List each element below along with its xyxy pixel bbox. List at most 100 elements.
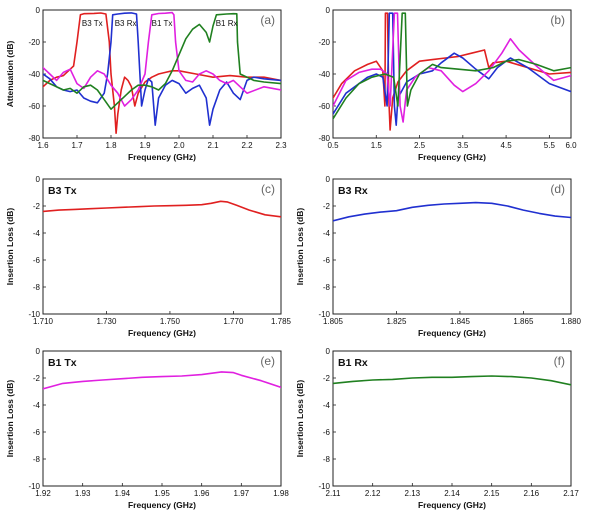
x-axis-title: Frequency (GHz)	[128, 500, 196, 510]
y-tick-label: 0	[36, 6, 41, 15]
y-tick-label: -2	[323, 374, 331, 383]
y-tick-label: -60	[318, 102, 330, 111]
x-axis-title: Frequency (GHz)	[418, 500, 486, 510]
y-tick-label: 0	[36, 347, 41, 356]
plot-frame	[332, 178, 572, 315]
x-tick-label: 2.12	[365, 489, 381, 498]
panel-a: 1.6 1.7 1.8 1.9 2.0 2.1 2.2 2.3 0 -20 -40 -60 -80 Fre…	[5, 6, 287, 162]
x-tick-label: 1.5	[371, 141, 383, 150]
panel-f: 2.11 2.12 2.13 2.14 2.15 2.16 2.17 0 -2 -4 -6 -8 -10…	[295, 347, 579, 510]
band-annotation: B1 Tx	[152, 19, 173, 28]
x-tick-label: 0.5	[327, 141, 339, 150]
y-tick-label: -4	[323, 401, 331, 410]
y-tick-label: -6	[323, 428, 331, 437]
band-label: B1 Tx	[48, 357, 77, 369]
x-tick-label: 1.785	[271, 317, 292, 326]
x-tick-label: 1.96	[194, 489, 210, 498]
panel-tag: (c)	[261, 182, 275, 196]
x-tick-label: 6.0	[565, 141, 577, 150]
series-line-1	[43, 12, 281, 134]
x-tick-label: 1.8	[105, 141, 117, 150]
y-tick-label: -80	[318, 134, 330, 143]
plot-area	[333, 375, 571, 386]
panel-d: 1.805 1.825 1.845 1.865 1.880 0 -2 -4 -6 -8 -10 Fre…	[295, 175, 582, 338]
y-axis-title: Insertion Loss (dB)	[5, 208, 15, 286]
band-annotation: B1 Rx	[216, 19, 238, 28]
y-tick-label: -4	[33, 229, 41, 238]
x-tick-label: 2.14	[444, 489, 460, 498]
y-tick-label: -10	[28, 310, 40, 319]
x-tick-label: 1.825	[386, 317, 407, 326]
y-tick-label: -20	[318, 38, 330, 47]
x-tick-label: 1.845	[450, 317, 471, 326]
x-tick-label: 1.9	[139, 141, 151, 150]
x-tick-label: 2.11	[326, 489, 342, 498]
y-tick-label: -2	[33, 202, 41, 211]
y-tick-label: -8	[323, 283, 331, 292]
x-tick-label: 2.2	[241, 141, 253, 150]
x-tick-label: 1.95	[154, 489, 170, 498]
band-label: B3 Rx	[338, 185, 368, 197]
x-axis-title: Frequency (GHz)	[128, 328, 196, 338]
plot-area	[43, 371, 281, 390]
series-line-1	[43, 371, 281, 390]
x-axis-title: Frequency (GHz)	[128, 152, 196, 162]
x-tick-label: 2.17	[563, 489, 579, 498]
x-tick-label: 3.5	[457, 141, 469, 150]
y-tick-label: -8	[323, 455, 331, 464]
x-tick-label: 1.750	[160, 317, 181, 326]
plot-area	[333, 201, 571, 222]
series-line-1	[333, 12, 571, 131]
y-tick-label: -10	[28, 482, 40, 491]
plot-frame	[42, 350, 282, 487]
panel-tag: (a)	[260, 13, 275, 27]
x-tick-label: 2.15	[484, 489, 500, 498]
y-tick-label: -2	[33, 374, 41, 383]
x-tick-label: 4.5	[501, 141, 513, 150]
y-tick-label: -60	[28, 102, 40, 111]
plot-area	[43, 200, 281, 218]
x-tick-label: 1.710	[33, 317, 54, 326]
y-tick-label: -80	[28, 134, 40, 143]
y-tick-label: -6	[323, 256, 331, 265]
panel-e: 1.92 1.93 1.94 1.95 1.96 1.97 1.98 0 -2 -4 -6 -8 -10…	[5, 347, 289, 510]
panel-tag: (b)	[550, 13, 565, 27]
series-line-1	[333, 375, 571, 386]
band-label: B1 Rx	[338, 357, 368, 369]
x-tick-label: 1.865	[513, 317, 534, 326]
band-label: B3 Tx	[48, 185, 77, 197]
x-tick-label: 1.6	[37, 141, 49, 150]
y-tick-label: -40	[28, 70, 40, 79]
y-tick-label: -2	[323, 202, 331, 211]
panel-b: 0.5 1.5 2.5 3.5 4.5 5.5 6.0 0 -20 -40 -60 -80 Freque…	[318, 6, 577, 162]
y-tick-label: -10	[318, 310, 330, 319]
y-tick-label: 0	[326, 347, 331, 356]
panel-c: 1.710 1.730 1.750 1.770 1.785 0 -2 -4 -6 -8 -10 Fre…	[5, 175, 292, 338]
series-line-4	[43, 12, 281, 110]
x-tick-label: 2.13	[405, 489, 421, 498]
series-line-4	[333, 12, 571, 120]
plot-frame	[332, 350, 572, 487]
y-tick-label: 0	[326, 175, 331, 184]
x-tick-label: 1.730	[96, 317, 117, 326]
x-tick-label: 2.5	[414, 141, 426, 150]
y-tick-label: -20	[28, 38, 40, 47]
x-axis-title: Frequency (GHz)	[418, 328, 486, 338]
x-tick-label: 5.5	[544, 141, 556, 150]
x-tick-label: 1.92	[35, 489, 51, 498]
x-tick-label: 1.770	[223, 317, 244, 326]
band-annotation: B3 Tx	[82, 19, 103, 28]
x-tick-label: 1.97	[234, 489, 250, 498]
y-tick-label: -6	[33, 428, 41, 437]
y-tick-label: -8	[33, 283, 41, 292]
plot-area	[333, 12, 571, 131]
panel-tag: (f)	[554, 354, 565, 368]
y-tick-label: -40	[318, 70, 330, 79]
y-axis-title: Insertion Loss (dB)	[5, 380, 15, 458]
y-tick-label: -10	[318, 482, 330, 491]
y-axis-title: Insertion Loss (dB)	[295, 208, 305, 286]
y-tick-label: 0	[36, 175, 41, 184]
y-tick-label: -6	[33, 256, 41, 265]
